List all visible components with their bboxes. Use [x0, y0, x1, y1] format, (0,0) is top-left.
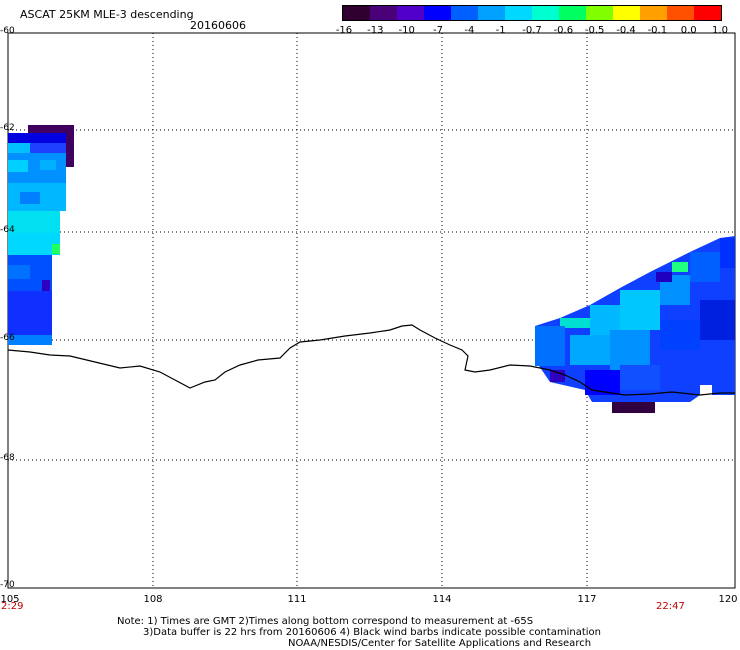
- swath-cell: [550, 370, 565, 382]
- swath-cell: [690, 252, 720, 282]
- swath-cell: [585, 370, 620, 395]
- lat-label-64: -64: [0, 225, 15, 235]
- lon-label-120: 120: [718, 594, 738, 605]
- colorbar-label: 1.0: [712, 25, 728, 36]
- lon-label-114: 114: [432, 594, 452, 605]
- swath-cell: [535, 326, 565, 366]
- swath-cell: [40, 160, 56, 170]
- colorbar-swatch: [532, 6, 559, 20]
- swath-cell: [672, 262, 688, 272]
- colorbar-swatch: [559, 6, 586, 20]
- note-line-3: NOAA/NESDIS/Center for Satellite Applica…: [288, 638, 592, 649]
- lat-label-66: -66: [0, 333, 15, 343]
- product-title: ASCAT 25KM MLE-3 descending: [20, 8, 194, 21]
- lon-label-108: 108: [143, 594, 163, 605]
- colorbar-swatch: [397, 6, 424, 20]
- colorbar-label: -0.7: [522, 25, 542, 36]
- colorbar: [342, 5, 722, 21]
- coastline: [7, 324, 735, 396]
- colorbar-label: -0.5: [584, 25, 605, 36]
- swath-cell: [660, 320, 700, 350]
- graticule: [8, 33, 735, 588]
- colorbar-label: -0.1: [647, 25, 668, 36]
- swath-cell: [570, 335, 610, 365]
- wind-swath-left: [8, 125, 74, 345]
- lat-label-62: -62: [0, 123, 15, 133]
- swath-cell: [720, 238, 735, 268]
- colorbar-swatch: [343, 6, 370, 20]
- swath-cell: [700, 300, 735, 340]
- colorbar-label: -13: [367, 25, 384, 36]
- colorbar-swatch: [478, 6, 505, 20]
- colorbar-swatch: [667, 6, 694, 20]
- swath-cell: [42, 280, 50, 296]
- time-start-label: 2:29: [1, 601, 24, 612]
- time-end-label: 22:47: [656, 601, 685, 612]
- lat-label-68: -68: [0, 453, 15, 463]
- swath-cell: [656, 272, 672, 282]
- swath-cell: [8, 265, 30, 279]
- colorbar-label: -0.4: [616, 25, 636, 36]
- swath-cell: [8, 143, 30, 153]
- wind-swath-right: [535, 236, 735, 413]
- swath-cell: [610, 330, 650, 370]
- note-line-1: Note: 1) Times are GMT 2)Times along bot…: [117, 616, 534, 627]
- colorbar-label: -16: [335, 25, 353, 36]
- colorbar-swatch: [505, 6, 532, 20]
- lon-label-111: 111: [287, 594, 307, 605]
- colorbar-label: -4: [464, 25, 475, 36]
- swath-cell: [8, 335, 52, 345]
- lat-label-70: -70: [0, 580, 15, 590]
- colorbar-swatch: [694, 6, 721, 20]
- swath-cell: [620, 365, 660, 390]
- lon-label-117: 117: [577, 594, 597, 605]
- colorbar-swatch: [451, 6, 478, 20]
- swath-cell: [8, 160, 28, 172]
- swath-cell: [8, 233, 60, 255]
- swath-cell: [700, 385, 712, 395]
- swath-cell: [8, 211, 60, 233]
- swath-cell: [8, 291, 52, 335]
- swath-cell: [52, 244, 60, 254]
- colorbar-swatch: [370, 6, 397, 20]
- note-line-2: 3)Data buffer is 22 hrs from 20160606 4)…: [143, 627, 601, 638]
- colorbar-label: -0.6: [553, 25, 574, 36]
- lat-label-60: -60: [0, 26, 15, 36]
- lon-label-105: 105: [0, 594, 20, 605]
- colorbar-swatch: [424, 6, 451, 20]
- colorbar-swatch: [640, 6, 667, 20]
- swath-cell: [560, 318, 590, 328]
- swath-cell: [20, 192, 40, 204]
- colorbar-label: -10: [398, 25, 415, 36]
- swath-cell: [620, 290, 660, 330]
- colorbar-label: -7: [433, 25, 443, 36]
- swath-cell: [612, 402, 655, 413]
- colorbar-swatch: [586, 6, 613, 20]
- product-date: 20160606: [190, 19, 246, 32]
- colorbar-swatch: [613, 6, 640, 20]
- colorbar-label: 0.0: [680, 25, 697, 36]
- colorbar-label: -1: [495, 25, 506, 36]
